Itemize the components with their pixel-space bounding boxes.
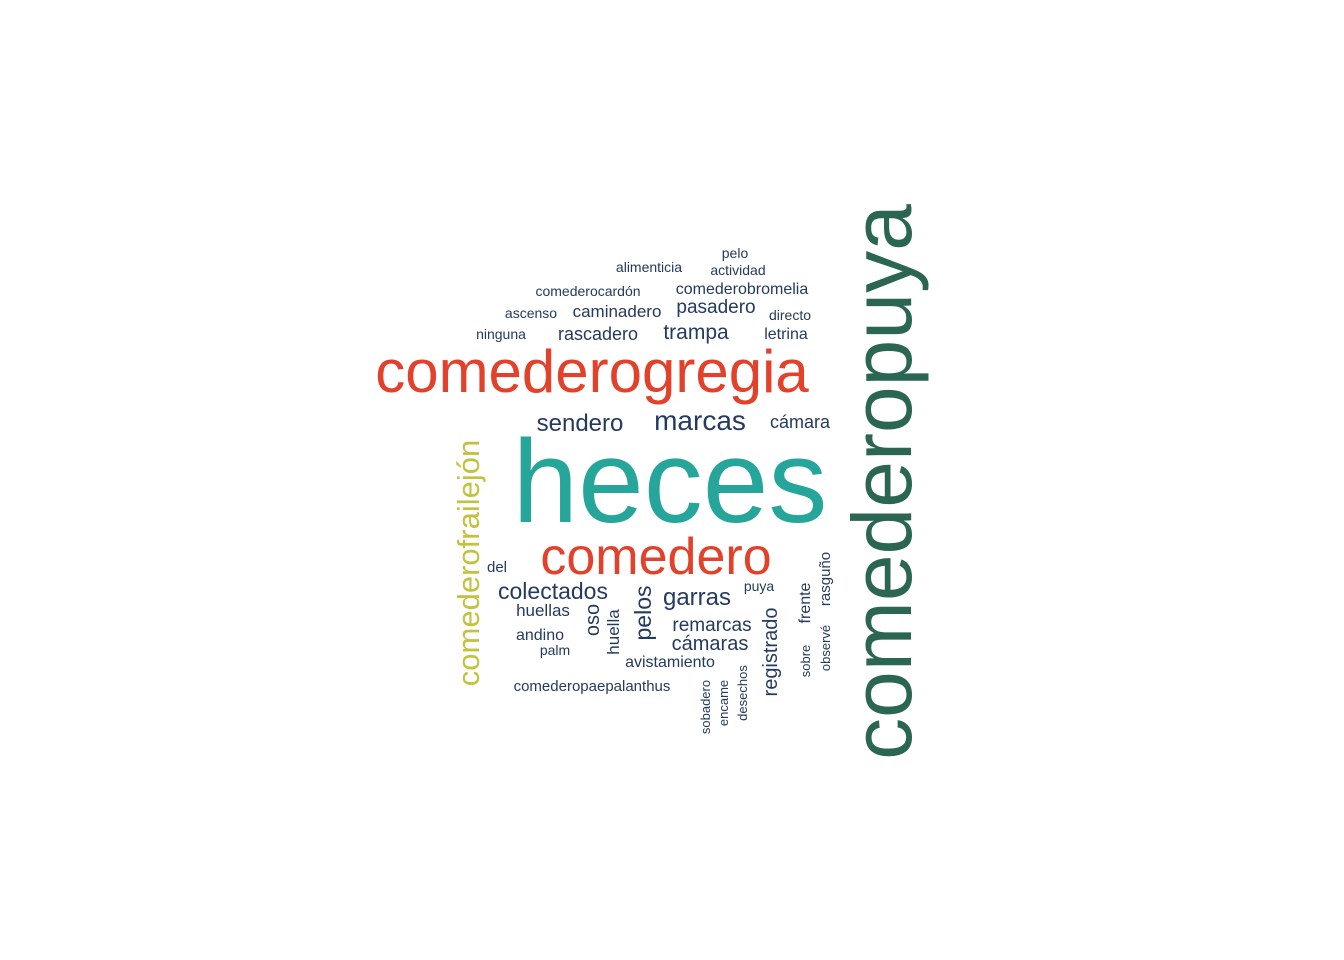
word-camaras: cámaras (672, 633, 749, 655)
word-trampa: trampa (663, 321, 729, 344)
word-rascadero: rascadero (558, 324, 638, 344)
word-andino: andino (516, 627, 564, 644)
word-garras: garras (663, 584, 731, 611)
word-comederocardon: comederocardón (535, 283, 640, 299)
word-caminadero: caminadero (573, 302, 662, 321)
word-remarcas: remarcas (672, 615, 751, 636)
word-comederopuya: comederopuya (835, 204, 929, 760)
word-sobre: sobre (798, 645, 813, 678)
word-desechos: desechos (735, 665, 750, 721)
word-directo: directo (769, 307, 811, 323)
word-sendero: sendero (537, 410, 624, 437)
word-encame: encame (716, 680, 731, 726)
word-pelos: pelos (630, 586, 656, 641)
word-comedero: comedero (540, 528, 771, 586)
word-heces: heces (513, 416, 828, 548)
word-colectados: colectados (498, 578, 608, 604)
word-pasadero: pasadero (676, 297, 755, 318)
word-comederogregia: comederogregia (375, 338, 809, 405)
word-pelo: pelo (722, 245, 749, 261)
word-actividad: actividad (710, 262, 765, 278)
word-oso: oso (582, 604, 604, 636)
word-camara: cámara (770, 412, 831, 432)
word-puya: puya (744, 578, 775, 594)
word-del: del (487, 559, 507, 576)
word-rasguno: rasguño (817, 552, 834, 606)
word-huella: huella (604, 609, 623, 655)
word-observe: observé (818, 625, 833, 671)
word-avistamiento: avistamiento (625, 654, 715, 671)
word-frente: frente (797, 582, 814, 623)
word-comederopaepalanthus: comederopaepalanthus (514, 678, 671, 695)
word-registrado: registrado (760, 608, 782, 697)
word-comederobromelia: comederobromelia (676, 281, 809, 298)
word-letrina: letrina (764, 326, 808, 343)
word-ascenso: ascenso (505, 305, 557, 321)
word-alimenticia: alimenticia (616, 259, 682, 275)
word-ninguna: ninguna (476, 326, 526, 342)
word-huellas: huellas (516, 601, 570, 620)
word-marcas: marcas (654, 405, 746, 436)
word-sobadero: sobadero (698, 680, 713, 734)
word-palm: palm (540, 642, 570, 658)
word-comederofrailejon: comederofrailejón (451, 440, 486, 686)
